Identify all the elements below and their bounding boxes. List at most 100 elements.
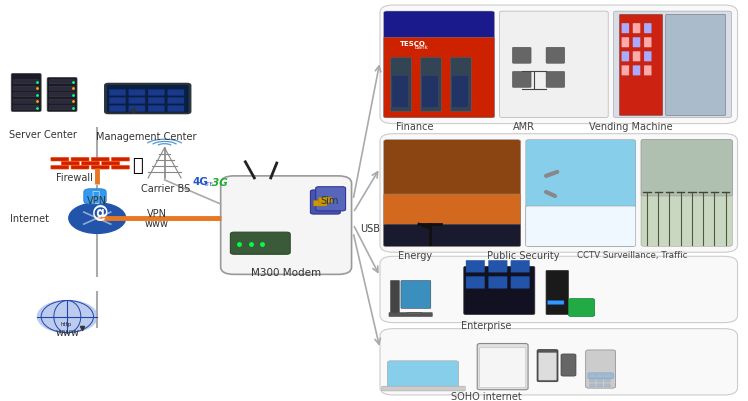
FancyBboxPatch shape: [102, 162, 120, 166]
FancyBboxPatch shape: [148, 98, 165, 104]
Text: 4G: 4G: [192, 176, 208, 186]
Text: Internet: Internet: [10, 214, 49, 224]
FancyBboxPatch shape: [49, 87, 75, 91]
FancyBboxPatch shape: [387, 361, 459, 389]
FancyBboxPatch shape: [539, 353, 557, 380]
FancyBboxPatch shape: [546, 271, 568, 315]
Text: Server Center: Server Center: [10, 130, 77, 139]
FancyBboxPatch shape: [586, 350, 616, 388]
FancyBboxPatch shape: [511, 277, 530, 289]
FancyBboxPatch shape: [568, 299, 595, 317]
FancyBboxPatch shape: [633, 24, 640, 34]
Text: http: http: [60, 321, 72, 326]
FancyBboxPatch shape: [597, 384, 603, 387]
FancyBboxPatch shape: [91, 158, 109, 162]
FancyBboxPatch shape: [450, 58, 471, 112]
FancyBboxPatch shape: [589, 379, 595, 382]
FancyBboxPatch shape: [82, 162, 99, 166]
FancyBboxPatch shape: [604, 384, 610, 387]
FancyBboxPatch shape: [380, 134, 738, 253]
FancyBboxPatch shape: [390, 281, 399, 313]
FancyBboxPatch shape: [619, 15, 663, 116]
FancyBboxPatch shape: [148, 106, 165, 112]
FancyBboxPatch shape: [633, 38, 640, 48]
Text: LTE: LTE: [204, 182, 213, 186]
FancyBboxPatch shape: [91, 166, 109, 170]
FancyBboxPatch shape: [51, 166, 69, 170]
FancyBboxPatch shape: [390, 58, 411, 112]
FancyBboxPatch shape: [466, 277, 485, 289]
Text: USB: USB: [361, 224, 380, 233]
FancyBboxPatch shape: [49, 100, 75, 104]
FancyBboxPatch shape: [644, 52, 652, 62]
FancyBboxPatch shape: [641, 140, 732, 196]
Text: 🔒: 🔒: [91, 190, 99, 203]
FancyBboxPatch shape: [13, 93, 39, 97]
Text: Firewall: Firewall: [56, 172, 93, 182]
FancyBboxPatch shape: [384, 194, 521, 247]
FancyBboxPatch shape: [526, 207, 636, 247]
FancyBboxPatch shape: [129, 106, 145, 112]
Text: @: @: [92, 203, 108, 221]
FancyBboxPatch shape: [105, 84, 191, 114]
FancyBboxPatch shape: [622, 66, 629, 76]
FancyBboxPatch shape: [51, 158, 69, 162]
Text: Management Center: Management Center: [96, 132, 196, 141]
FancyBboxPatch shape: [13, 100, 39, 104]
FancyBboxPatch shape: [49, 93, 75, 97]
FancyBboxPatch shape: [604, 379, 610, 382]
Text: Finance: Finance: [396, 122, 434, 132]
FancyBboxPatch shape: [71, 158, 89, 162]
FancyBboxPatch shape: [109, 90, 126, 96]
FancyBboxPatch shape: [47, 78, 77, 112]
Text: www: www: [55, 327, 79, 337]
FancyBboxPatch shape: [13, 106, 39, 110]
FancyBboxPatch shape: [168, 106, 184, 112]
FancyBboxPatch shape: [389, 313, 432, 317]
FancyBboxPatch shape: [107, 86, 188, 113]
Text: TESCO: TESCO: [400, 41, 426, 47]
FancyBboxPatch shape: [422, 76, 438, 108]
FancyBboxPatch shape: [11, 74, 41, 112]
FancyBboxPatch shape: [313, 201, 327, 207]
FancyBboxPatch shape: [13, 81, 39, 85]
FancyBboxPatch shape: [622, 38, 629, 48]
FancyBboxPatch shape: [512, 72, 531, 88]
FancyBboxPatch shape: [319, 198, 332, 203]
FancyBboxPatch shape: [384, 225, 521, 247]
FancyBboxPatch shape: [148, 90, 165, 96]
FancyBboxPatch shape: [644, 24, 652, 34]
FancyBboxPatch shape: [168, 98, 184, 104]
Text: Public Security: Public Security: [488, 250, 560, 260]
FancyBboxPatch shape: [384, 38, 494, 118]
FancyBboxPatch shape: [129, 98, 145, 104]
FancyBboxPatch shape: [384, 140, 521, 247]
FancyBboxPatch shape: [641, 140, 732, 247]
FancyBboxPatch shape: [401, 281, 431, 309]
FancyBboxPatch shape: [464, 267, 535, 315]
Text: 🔥: 🔥: [132, 156, 143, 174]
FancyBboxPatch shape: [644, 38, 652, 48]
FancyBboxPatch shape: [548, 301, 564, 305]
Text: www: www: [145, 219, 169, 229]
Text: VPN: VPN: [88, 196, 107, 205]
FancyBboxPatch shape: [588, 373, 613, 379]
FancyBboxPatch shape: [666, 15, 726, 116]
FancyBboxPatch shape: [622, 24, 629, 34]
FancyBboxPatch shape: [488, 277, 507, 289]
FancyBboxPatch shape: [316, 187, 346, 211]
Text: Carrier BS: Carrier BS: [141, 184, 191, 193]
FancyBboxPatch shape: [644, 66, 652, 76]
FancyBboxPatch shape: [526, 140, 636, 247]
FancyBboxPatch shape: [310, 190, 340, 215]
FancyBboxPatch shape: [49, 81, 75, 85]
FancyBboxPatch shape: [512, 48, 531, 64]
Text: Bank: Bank: [414, 45, 429, 50]
FancyBboxPatch shape: [111, 158, 129, 162]
FancyBboxPatch shape: [61, 162, 79, 166]
FancyBboxPatch shape: [407, 312, 422, 315]
Text: 3G: 3G: [212, 177, 228, 187]
FancyBboxPatch shape: [477, 344, 528, 390]
Text: M300 Modem: M300 Modem: [251, 268, 321, 277]
Text: SOHO internet: SOHO internet: [451, 391, 521, 401]
